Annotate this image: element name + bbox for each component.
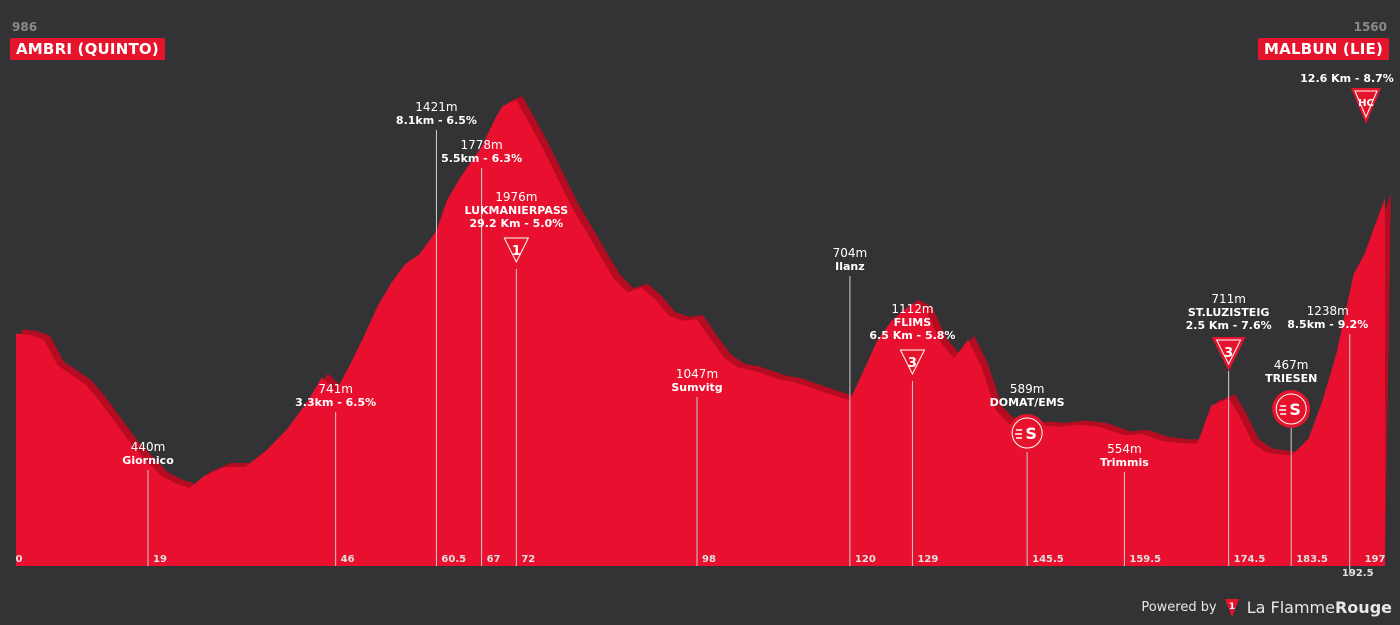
climb-category-icon — [499, 235, 534, 269]
marker-name-label: ST.LUZISTEIG — [1188, 306, 1270, 319]
marker-name-label: Trimmis — [1100, 456, 1149, 469]
marker-name-label: TRIESEN — [1265, 372, 1317, 385]
footer-credit: Powered by 1 La FlammeRouge — [1141, 598, 1392, 617]
distance-tick-label: 19 — [153, 554, 167, 565]
distance-tick-label: 0 — [16, 554, 23, 565]
finish-climb-category-label: HC — [1358, 98, 1374, 109]
distance-tick-label: 46 — [341, 554, 355, 565]
climb-category-label: 1 — [512, 244, 521, 259]
marker-climb-detail: 8.1km - 6.5% — [396, 114, 477, 127]
distance-tick-label: 192.5 — [1342, 568, 1374, 579]
marker-height-label: 711m — [1211, 292, 1246, 306]
marker-name-label: Sumvitg — [671, 381, 722, 394]
sprint-icon-letter: S — [1289, 400, 1301, 419]
marker-height-label: 467m — [1274, 358, 1309, 372]
sprint-icon-letter: S — [1025, 424, 1037, 443]
marker-name-label: DOMAT/EMS — [990, 396, 1065, 409]
brand-name: La FlammeRouge — [1246, 598, 1392, 617]
marker-height-label: 1976m — [495, 190, 537, 204]
marker-climb-detail: 8.5km - 9.2% — [1287, 318, 1368, 331]
finish-climb-icon-border — [1354, 90, 1378, 119]
distance-tick-label: 72 — [521, 554, 535, 565]
marker-height-label: 589m — [1010, 382, 1045, 396]
finish-location-label: MALBUN (LIE) — [1258, 38, 1389, 60]
marker-height-label: 1421m — [415, 100, 457, 114]
marker-climb-detail: 3.3km - 6.5% — [295, 396, 376, 409]
climb-category-label: 3 — [1224, 346, 1233, 361]
climb-category-icon-border — [503, 237, 530, 264]
marker-climb-detail: 29.2 Km - 5.0% — [469, 217, 563, 230]
climb-category-icon — [1211, 337, 1246, 371]
distance-tick-label: 98 — [702, 554, 716, 565]
marker-height-label: 440m — [131, 440, 166, 454]
marker-height-label: 741m — [318, 382, 353, 396]
marker-height-label: 1238m — [1307, 304, 1349, 318]
sprint-icon-ring — [1275, 393, 1307, 425]
sprint-icon-speed-lines — [1015, 429, 1023, 439]
finish-climb-category-icon — [1351, 88, 1381, 124]
start-location-label: AMBRI (QUINTO) — [10, 38, 165, 60]
distance-tick-label: 174.5 — [1234, 554, 1266, 565]
marker-height-label: 1112m — [891, 302, 933, 316]
climb-category-label: 3 — [908, 356, 917, 371]
marker-height-label: 1047m — [676, 367, 718, 381]
profile-area — [16, 99, 1385, 566]
distance-tick-label: 159.5 — [1129, 554, 1161, 565]
marker-name-label: FLIMS — [894, 316, 932, 329]
distance-tick-label: 67 — [487, 554, 501, 565]
marker-height-label: 704m — [833, 246, 868, 260]
powered-by-label: Powered by — [1141, 600, 1217, 615]
marker-height-label: 1778m — [460, 138, 502, 152]
climb-category-icon-border — [899, 349, 926, 376]
sprint-icon — [1008, 414, 1047, 452]
distance-tick-label: 129 — [917, 554, 938, 565]
distance-tick-label: 197 — [1365, 554, 1386, 565]
distance-tick-label: 120 — [855, 554, 876, 565]
marker-name-label: Giornico — [122, 454, 174, 467]
marker-height-label: 554m — [1107, 442, 1142, 456]
flamme-rouge-logo-icon: 1 — [1224, 598, 1239, 617]
svg-text:1: 1 — [1229, 602, 1235, 612]
finish-elevation: 1560 — [1353, 20, 1387, 34]
distance-tick-label: 145.5 — [1032, 554, 1064, 565]
distance-tick-label: 183.5 — [1296, 554, 1328, 565]
climb-category-icon — [895, 347, 930, 381]
marker-climb-detail: 6.5 Km - 5.8% — [869, 329, 955, 342]
climb-category-icon-border — [1215, 339, 1242, 366]
distance-tick-label: 60.5 — [441, 554, 466, 565]
marker-name-label: Ilanz — [835, 260, 865, 273]
marker-climb-detail: 5.5km - 6.3% — [441, 152, 522, 165]
sprint-icon-ring — [1011, 417, 1043, 449]
finish-climb-detail: 12.6 Km - 8.7% — [1300, 72, 1394, 85]
marker-name-label: LUKMANIERPASS — [464, 204, 568, 217]
start-elevation: 986 — [12, 20, 38, 34]
sprint-icon-speed-lines — [1279, 405, 1287, 415]
marker-climb-detail: 2.5 Km - 7.6% — [1186, 319, 1272, 332]
sprint-icon — [1272, 390, 1311, 428]
